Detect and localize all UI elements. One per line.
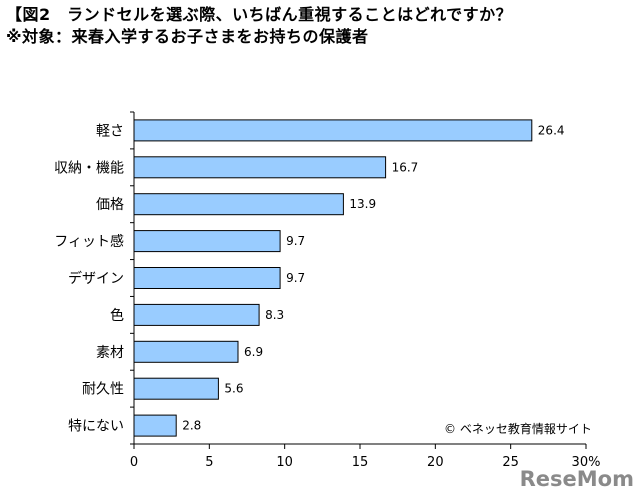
- bar: [133, 377, 219, 400]
- bar: [133, 414, 177, 437]
- category-label: 特にない: [68, 419, 124, 435]
- bar: [133, 303, 260, 326]
- category-label: 収納・機能: [54, 160, 124, 176]
- data-label: 8.3: [265, 308, 284, 322]
- bar: [133, 193, 344, 216]
- chart-subtitle: ※対象：来春入学するお子さまをお持ちの保護者: [6, 27, 369, 46]
- data-label: 6.9: [244, 345, 263, 359]
- x-tick-label: 5: [205, 455, 213, 470]
- data-label: 9.7: [286, 271, 305, 285]
- category-label: 軽さ: [96, 123, 124, 139]
- category-label: デザイン: [68, 270, 124, 287]
- bar: [133, 156, 387, 179]
- category-label: フィット感: [54, 233, 124, 250]
- bar: [133, 230, 281, 253]
- x-tick-label: 25: [502, 455, 519, 470]
- resemom-logo: ReseMom: [519, 467, 634, 491]
- x-tick-label: 15: [352, 455, 369, 470]
- category-label: 色: [110, 307, 124, 324]
- x-tick-label: 30%: [572, 455, 601, 470]
- source-credit: © ベネッセ教育情報サイト: [444, 422, 592, 436]
- x-tick-label: 0: [130, 455, 138, 470]
- category-label: 素材: [96, 345, 124, 361]
- chart-title-line1: 【図2 ランドセルを選ぶ際、いちばん重視することはどれですか？: [6, 5, 513, 24]
- chart-title: 【図2 ランドセルを選ぶ際、いちばん重視することはどれですか？ ※対象：来春入学…: [6, 4, 512, 48]
- bar: [133, 267, 281, 289]
- bar: [133, 340, 239, 363]
- data-label: 2.8: [182, 419, 201, 433]
- data-label: 9.7: [286, 234, 305, 248]
- data-label: 5.6: [224, 382, 243, 396]
- data-label: 16.7: [392, 160, 419, 174]
- x-tick-label: 10: [276, 455, 293, 470]
- data-label: 13.9: [349, 197, 376, 211]
- bar: [133, 119, 533, 142]
- category-label: 耐久性: [82, 382, 124, 398]
- x-tick-label: 20: [427, 455, 444, 470]
- data-label: 26.4: [538, 123, 565, 137]
- category-label: 価格: [96, 197, 124, 213]
